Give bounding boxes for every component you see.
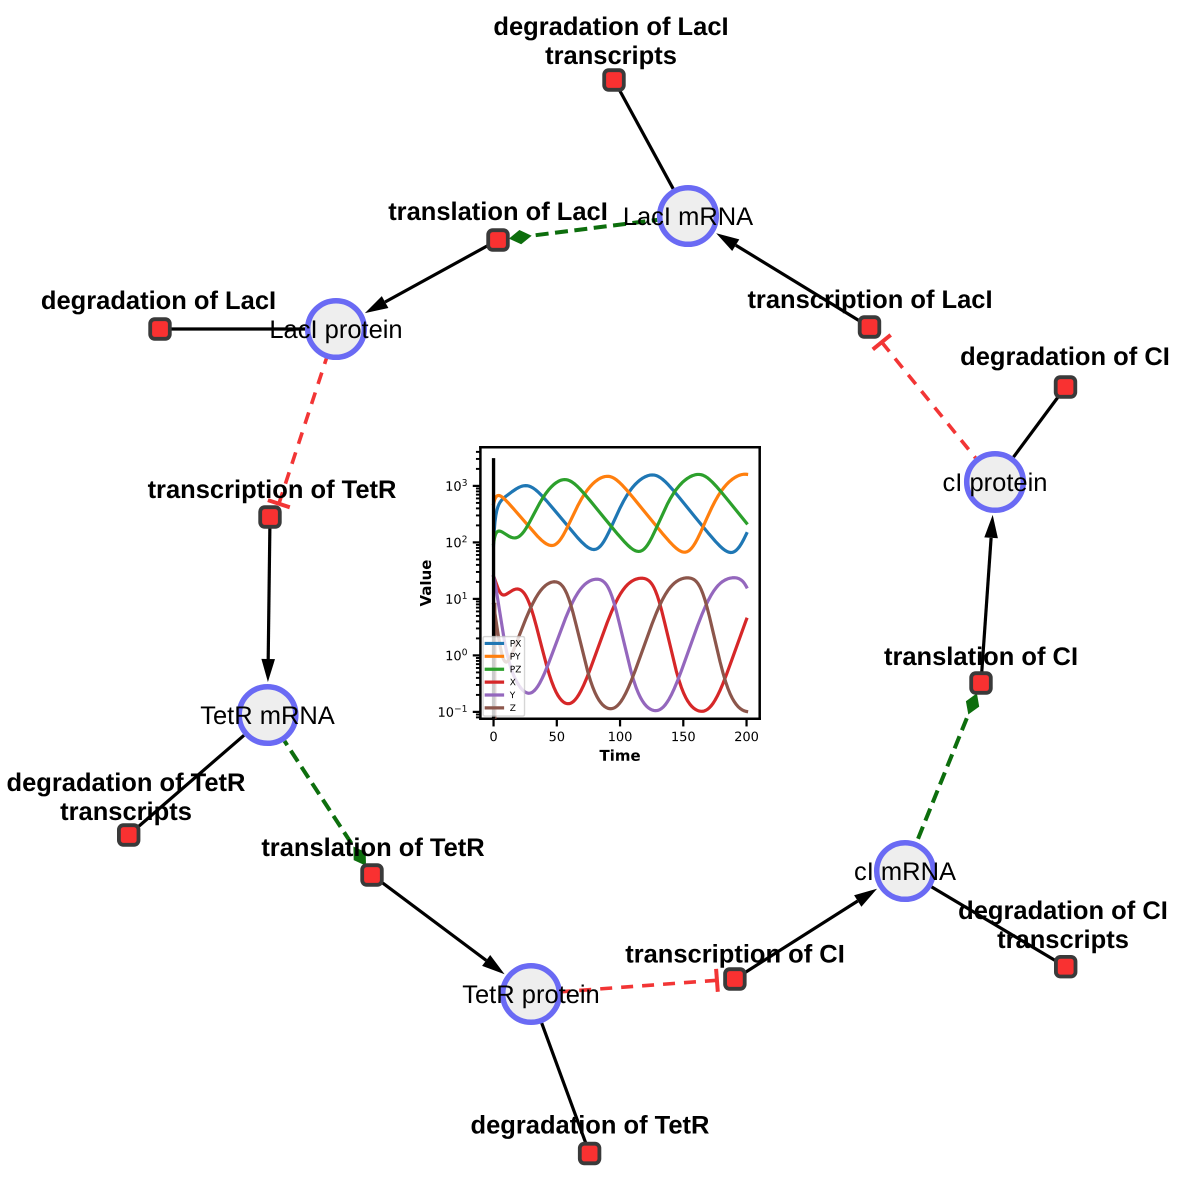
svg-text:degradation of CI: degradation of CI bbox=[958, 897, 1168, 925]
svg-text:degradation of LacI: degradation of LacI bbox=[41, 287, 276, 315]
svg-text:translation of CI: translation of CI bbox=[884, 643, 1078, 671]
svg-text:degradation of CI: degradation of CI bbox=[960, 343, 1170, 371]
svg-text:transcription of CI: transcription of CI bbox=[625, 941, 845, 969]
svg-text:transcripts: transcripts bbox=[545, 42, 677, 70]
svg-text:TetR protein: TetR protein bbox=[462, 981, 600, 1009]
svg-text:transcription of TetR: transcription of TetR bbox=[148, 476, 397, 504]
svg-text:transcripts: transcripts bbox=[60, 798, 192, 826]
svg-text:LacI protein: LacI protein bbox=[269, 316, 402, 344]
svg-text:degradation of TetR: degradation of TetR bbox=[471, 1112, 710, 1140]
svg-text:transcripts: transcripts bbox=[997, 926, 1129, 954]
svg-text:TetR mRNA: TetR mRNA bbox=[200, 702, 335, 730]
svg-text:cI protein: cI protein bbox=[943, 469, 1048, 497]
svg-text:degradation of LacI: degradation of LacI bbox=[493, 13, 728, 41]
svg-text:translation of LacI: translation of LacI bbox=[388, 198, 608, 226]
svg-text:degradation of TetR: degradation of TetR bbox=[7, 769, 246, 797]
svg-text:transcription of LacI: transcription of LacI bbox=[747, 286, 992, 314]
svg-text:LacI mRNA: LacI mRNA bbox=[623, 203, 753, 231]
svg-text:translation of TetR: translation of TetR bbox=[261, 834, 484, 862]
svg-text:cI mRNA: cI mRNA bbox=[854, 858, 956, 886]
